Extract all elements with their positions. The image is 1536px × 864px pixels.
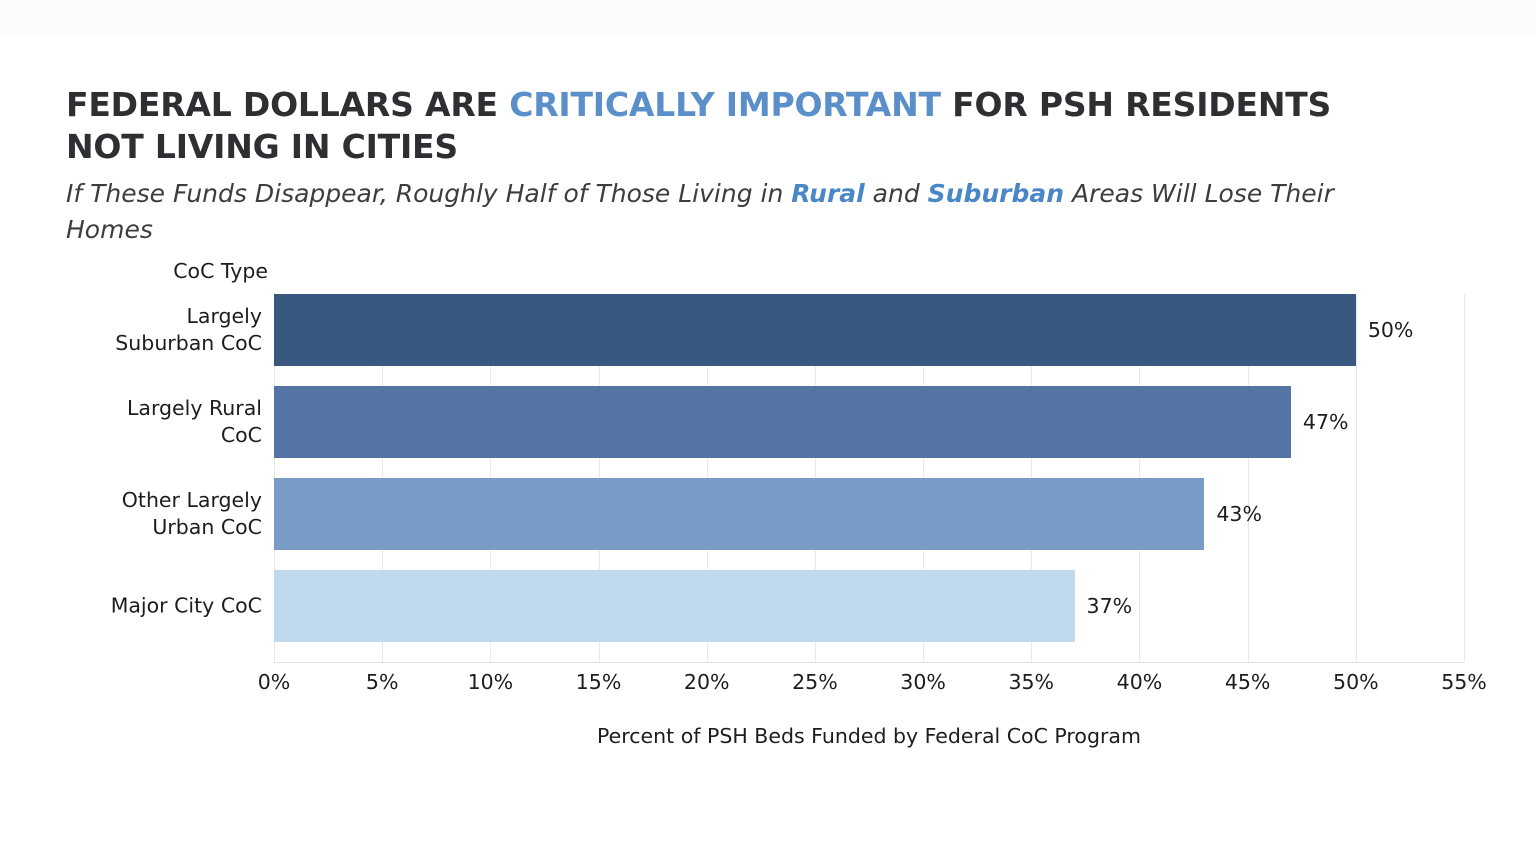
x-tick-label: 5% — [365, 670, 399, 694]
bar[interactable] — [274, 294, 1356, 366]
bar-value-label: 47% — [1302, 410, 1349, 434]
subhead-accent-rural: Rural — [791, 179, 865, 208]
x-tick-label: 20% — [683, 670, 730, 694]
bar[interactable] — [274, 570, 1075, 642]
x-tick-label: 15% — [575, 670, 622, 694]
x-axis-baseline — [274, 662, 1464, 663]
gridline — [1247, 294, 1249, 662]
x-tick-label: 0% — [257, 670, 291, 694]
category-label: Other Largely Urban CoC — [121, 488, 262, 539]
subhead-part-1: If These Funds Disappear, Roughly Half o… — [66, 179, 792, 208]
page-title: FEDERAL DOLLARS ARE CRITICALLY IMPORTANT… — [66, 84, 1406, 168]
gridline — [1355, 294, 1357, 662]
bar-value-label: 43% — [1216, 502, 1262, 526]
category-label: Largely Suburban CoC — [115, 304, 262, 355]
bar-row[interactable]: Largely Rural CoC 47% — [127, 386, 1464, 458]
category-label: Major City CoC — [110, 593, 262, 618]
x-tick-label: 45% — [1224, 670, 1271, 694]
bar-chart: CoC Type Largely Suburban CoC 50% Largely … — [0, 258, 1536, 778]
x-tick-label: 10% — [467, 670, 514, 694]
category-label: Largely Rural CoC — [126, 396, 262, 447]
headline-part-2: FOR PSH RESIDENTS NOT LIVING IN CITIES — [66, 85, 1332, 166]
axis-group-title: CoC Type — [173, 259, 268, 283]
x-tick-label: 50% — [1333, 670, 1379, 694]
subhead-part-3: Areas Will Lose Their Homes — [66, 179, 1334, 244]
page-subtitle: If These Funds Disappear, Roughly Half o… — [66, 176, 1406, 248]
x-tick-label: 55% — [1441, 670, 1487, 694]
bar-row[interactable]: Largely Suburban CoC 50% — [115, 294, 1464, 366]
subhead-part-2: and — [864, 179, 928, 208]
bar-row[interactable]: Other Largely Urban CoC 43% — [122, 478, 1464, 550]
x-axis-title: Percent of PSH Beds Funded by Federal Co… — [597, 724, 1141, 748]
bar-value-label: 50% — [1367, 318, 1414, 342]
x-tick-label: 40% — [1116, 670, 1163, 694]
bar-value-label: 37% — [1086, 594, 1133, 618]
headline-part-1: FEDERAL DOLLARS ARE — [66, 85, 510, 124]
bar[interactable] — [274, 478, 1205, 550]
plot-area: Largely Suburban CoC 50% Largely Rural CoC… — [111, 294, 1465, 662]
subhead-accent-suburban: Suburban — [927, 179, 1065, 208]
title-block: FEDERAL DOLLARS ARE CRITICALLY IMPORTANT… — [66, 84, 1406, 248]
x-tick-label: 35% — [1008, 670, 1055, 694]
bar-row[interactable]: Major City CoC 37% — [111, 570, 1464, 642]
x-tick-label: 30% — [900, 670, 946, 694]
bar[interactable] — [274, 386, 1291, 458]
headline-accent-critically-important: CRITICALLY IMPORTANT — [509, 85, 941, 124]
gridline — [1464, 294, 1465, 662]
x-tick-label: 25% — [792, 670, 838, 694]
top-band — [0, 0, 1536, 34]
